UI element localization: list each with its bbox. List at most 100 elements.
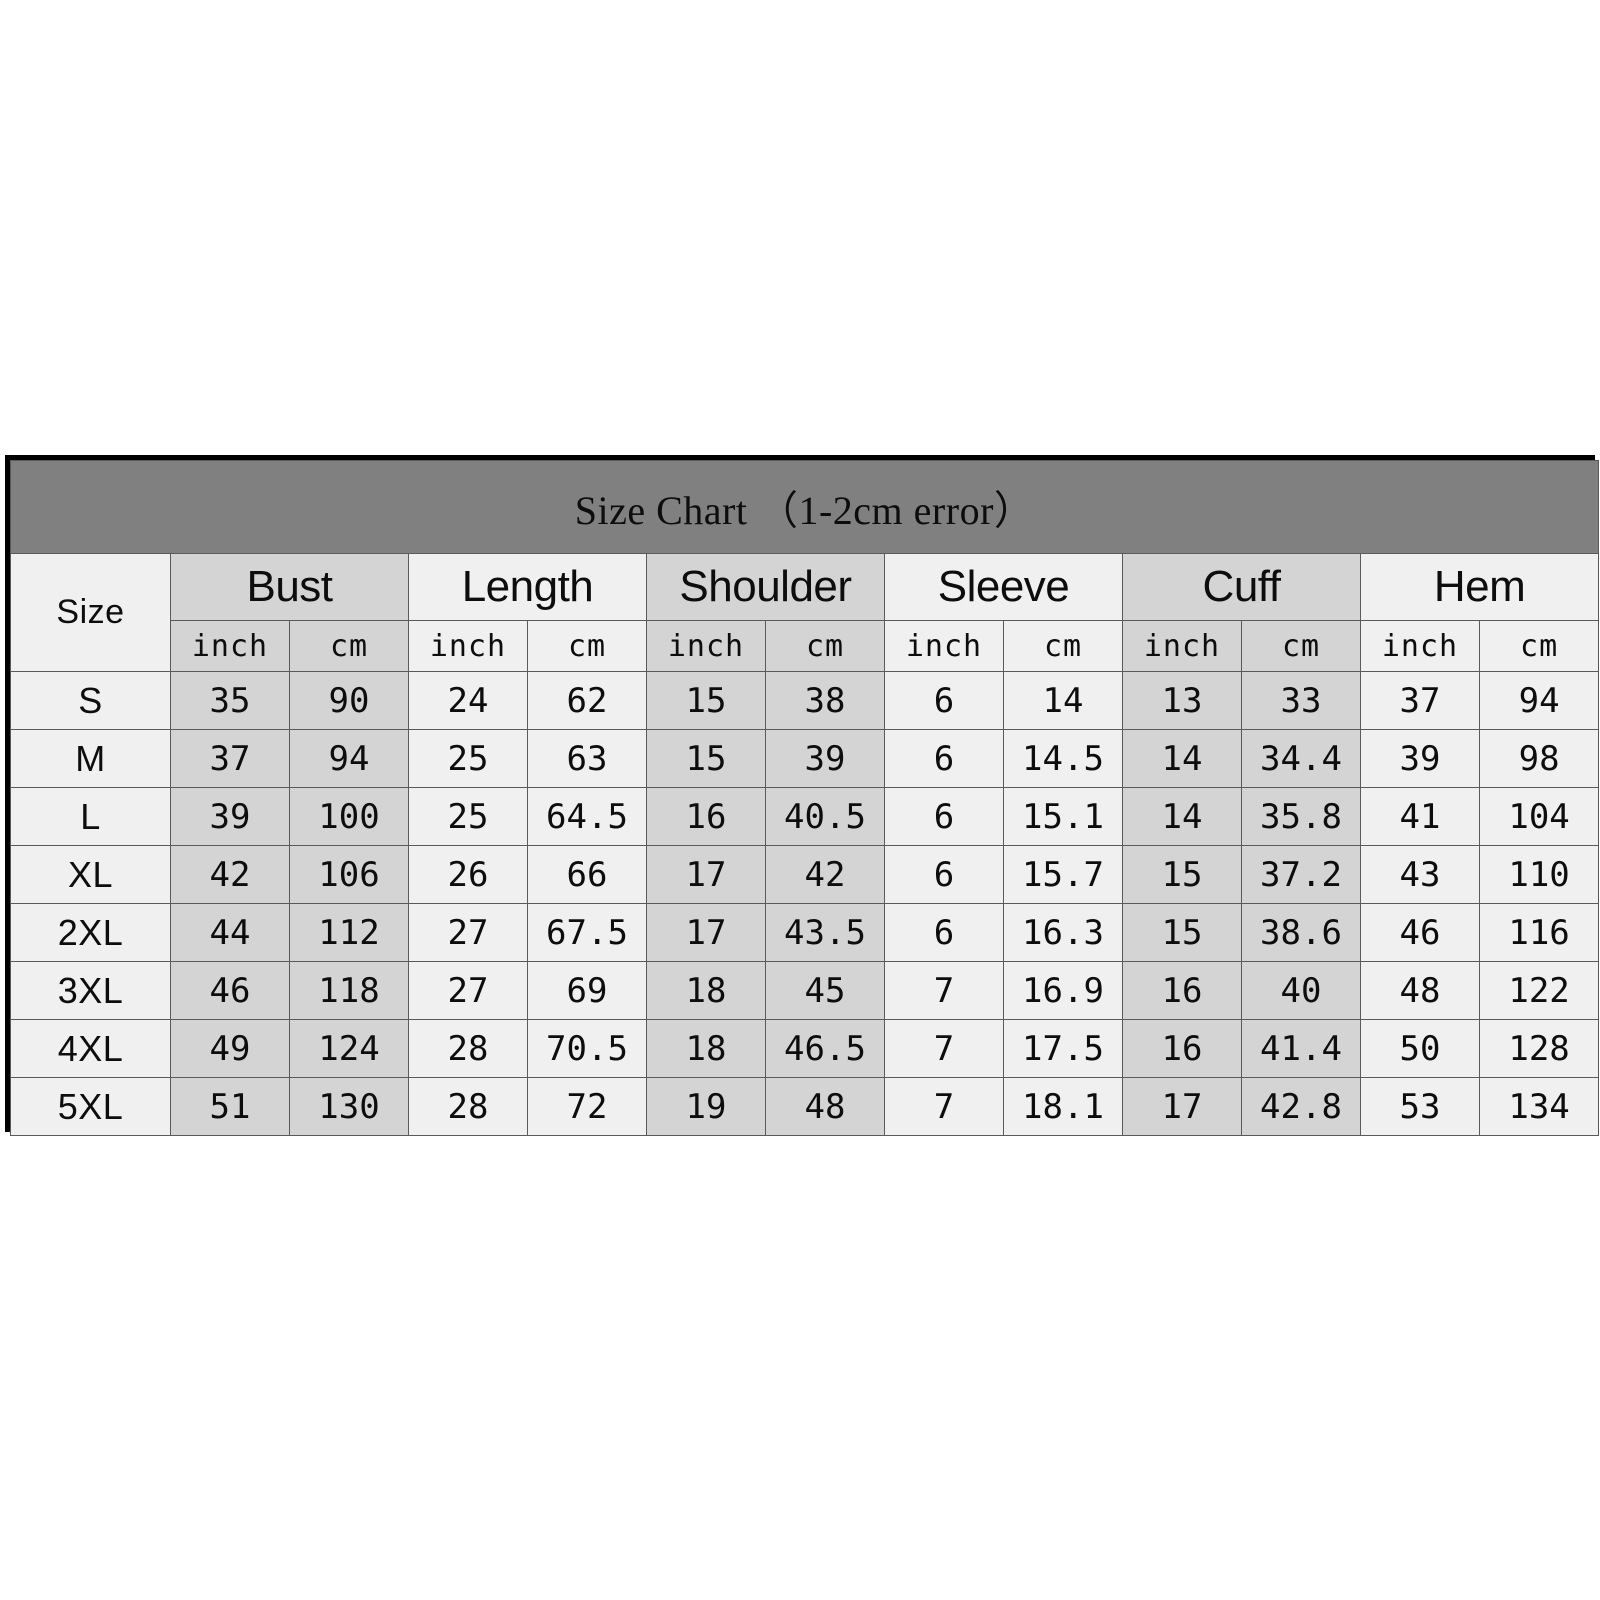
- measurement-cell: 14: [1122, 729, 1242, 788]
- measurement-cell: 6: [884, 903, 1004, 962]
- size-cell: XL: [10, 845, 171, 904]
- measurement-cell: 51: [170, 1077, 290, 1136]
- measurement-cell: 35.8: [1241, 787, 1361, 846]
- measurement-cell: 34.4: [1241, 729, 1361, 788]
- unit-header-sleeve-cm: cm: [1003, 620, 1123, 672]
- measurement-cell: 122: [1478, 961, 1600, 1020]
- measurement-cell: 37: [170, 729, 290, 788]
- measurement-cell: 38.6: [1241, 903, 1361, 962]
- size-cell: 3XL: [10, 961, 171, 1020]
- measurement-cell: 17: [646, 845, 766, 904]
- measurement-cell: 43.5: [765, 903, 885, 962]
- measurement-cell: 14: [1003, 671, 1123, 730]
- measurement-cell: 6: [884, 787, 1004, 846]
- title-row: Size Chart （1-2cm error）: [9, 460, 1600, 554]
- measurement-cell: 49: [170, 1019, 290, 1078]
- table-row: L 39 100 25 64.5 16 40.5 6 15.1 14 35.8 41 104: [10, 787, 1600, 846]
- measurement-cell: 116: [1478, 903, 1600, 962]
- size-cell: 2XL: [10, 903, 171, 962]
- measurement-cell: 17: [1122, 1077, 1242, 1136]
- measurement-cell: 17: [646, 903, 766, 962]
- measurement-cell: 110: [1478, 845, 1600, 904]
- measurement-cell: 37: [1360, 671, 1480, 730]
- unit-header-row: inch cm inch cm inch cm inch cm inch cm …: [11, 620, 1600, 672]
- measurement-cell: 64.5: [527, 787, 647, 846]
- measurement-cell: 46: [1360, 903, 1480, 962]
- table-row: 4XL 49 124 28 70.5 18 46.5 7 17.5 16 41.4 50 128: [10, 1019, 1600, 1078]
- table-row: 3XL 46 118 27 69 18 45 7 16.9 16 40 48 122: [10, 961, 1600, 1020]
- size-cell: S: [10, 671, 171, 730]
- chart-title-text: Size Chart （1-2cm error）: [574, 488, 1035, 533]
- measurement-cell: 13: [1122, 671, 1242, 730]
- group-header-bust: Bust: [170, 553, 409, 621]
- measurement-cell: 16: [1122, 961, 1242, 1020]
- measurement-cell: 6: [884, 671, 1004, 730]
- unit-header-length-cm: cm: [527, 620, 647, 672]
- measurement-cell: 18: [646, 961, 766, 1020]
- measurement-cell: 40.5: [765, 787, 885, 846]
- measurement-cell: 38: [765, 671, 885, 730]
- measurement-cell: 26: [408, 845, 528, 904]
- unit-header-cuff-inch: inch: [1122, 620, 1242, 672]
- size-chart-table-frame: Size Chart （1-2cm error） Size Bust Lengt…: [5, 455, 1600, 1136]
- group-header-cuff: Cuff: [1122, 553, 1361, 621]
- unit-header-hem-inch: inch: [1360, 620, 1480, 672]
- unit-header-length-inch: inch: [408, 620, 528, 672]
- table-row: 2XL 44 112 27 67.5 17 43.5 6 16.3 15 38.6 46 116: [10, 903, 1600, 962]
- size-chart-body: Size Chart （1-2cm error） Size Bust Lengt…: [9, 460, 1600, 1136]
- unit-header-bust-inch: inch: [170, 620, 290, 672]
- measurement-cell: 14: [1122, 787, 1242, 846]
- chart-title-cell: Size Chart （1-2cm error）: [9, 460, 1600, 554]
- measurement-cell: 45: [765, 961, 885, 1020]
- measurement-cell: 39: [1360, 729, 1480, 788]
- measurement-cell: 16: [646, 787, 766, 846]
- measurement-cell: 112: [289, 903, 409, 962]
- measurement-cell: 37.2: [1241, 845, 1361, 904]
- measurement-cell: 98: [1478, 729, 1600, 788]
- group-header-shoulder: Shoulder: [646, 553, 885, 621]
- measurement-cell: 17.5: [1003, 1019, 1123, 1078]
- measurement-cell: 42: [765, 845, 885, 904]
- measurement-cell: 7: [884, 1019, 1004, 1078]
- measurement-cell: 19: [646, 1077, 766, 1136]
- unit-header-shoulder-cm: cm: [765, 620, 885, 672]
- measurement-cell: 18.1: [1003, 1077, 1123, 1136]
- measurement-cell: 27: [408, 961, 528, 1020]
- group-header-sleeve: Sleeve: [884, 553, 1123, 621]
- measurement-cell: 16: [1122, 1019, 1242, 1078]
- measurement-cell: 94: [289, 729, 409, 788]
- measurement-cell: 128: [1478, 1019, 1600, 1078]
- unit-header-sleeve-inch: inch: [884, 620, 1004, 672]
- measurement-cell: 94: [1478, 671, 1600, 730]
- measurement-cell: 35: [170, 671, 290, 730]
- measurement-cell: 14.5: [1003, 729, 1123, 788]
- measurement-cell: 33: [1241, 671, 1361, 730]
- unit-header-shoulder-inch: inch: [646, 620, 766, 672]
- measurement-cell: 39: [170, 787, 290, 846]
- group-header-length: Length: [408, 553, 647, 621]
- measurement-cell: 63: [527, 729, 647, 788]
- measurement-cell: 18: [646, 1019, 766, 1078]
- measurement-cell: 100: [289, 787, 409, 846]
- unit-header-cuff-cm: cm: [1241, 620, 1361, 672]
- measurement-cell: 69: [527, 961, 647, 1020]
- size-column-header: Size: [10, 553, 171, 672]
- size-cell: 5XL: [10, 1077, 171, 1136]
- size-cell: 4XL: [10, 1019, 171, 1078]
- measurement-cell: 53: [1360, 1077, 1480, 1136]
- measurement-cell: 106: [289, 845, 409, 904]
- measurement-cell: 50: [1360, 1019, 1480, 1078]
- measurement-cell: 41: [1360, 787, 1480, 846]
- measurement-cell: 62: [527, 671, 647, 730]
- measurement-cell: 15: [1122, 903, 1242, 962]
- measurement-cell: 66: [527, 845, 647, 904]
- group-header-row: Size Bust Length Shoulder Sleeve Cuff He…: [10, 553, 1600, 672]
- measurement-cell: 7: [884, 1077, 1004, 1136]
- table-row: 5XL 51 130 28 72 19 48 7 18.1 17 42.8 53 134: [10, 1077, 1600, 1136]
- measurement-cell: 39: [765, 729, 885, 788]
- measurement-cell: 67.5: [527, 903, 647, 962]
- measurement-cell: 42: [170, 845, 290, 904]
- unit-header-hem-cm: cm: [1478, 620, 1600, 672]
- size-cell: L: [10, 787, 171, 846]
